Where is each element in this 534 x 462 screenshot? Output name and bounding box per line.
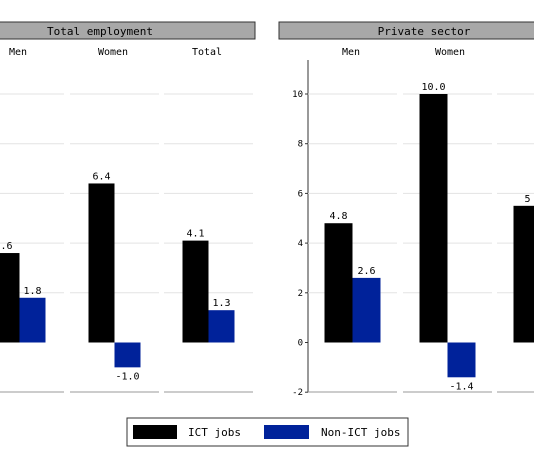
bar-ict xyxy=(513,205,534,343)
legend-label-ict: ICT jobs xyxy=(188,426,241,439)
y-tick-label: 0 xyxy=(298,339,303,349)
y-tick-label: 2 xyxy=(298,289,303,299)
y-tick-label: 6 xyxy=(298,189,303,199)
bar-value-label: 2.6 xyxy=(357,266,375,277)
bar-non-ict xyxy=(352,277,381,343)
bar-ict xyxy=(419,94,448,343)
bar-value-label: 1.8 xyxy=(23,286,41,297)
bar-value-label: .6 xyxy=(0,241,12,252)
bar-ict xyxy=(88,183,115,343)
bar-value-label: 4.1 xyxy=(186,229,204,240)
bar-value-label: 10.0 xyxy=(421,82,445,93)
legend-label-non-ict: Non-ICT jobs xyxy=(321,426,400,439)
legend-swatch-ict xyxy=(133,425,177,439)
facet-label: Men xyxy=(9,47,27,58)
panel-title: Total employment xyxy=(47,25,153,38)
facet-label: Total xyxy=(192,47,222,58)
bar-non-ict xyxy=(208,310,235,343)
bar-non-ict xyxy=(447,342,476,378)
panel-title-box xyxy=(0,21,256,40)
panel-total-employment: Total employment .6 1.8 6.4 -1.0 4.1 1.3 Men W… xyxy=(0,21,256,393)
bar-value-label: -1.0 xyxy=(115,371,139,382)
facet-label: Men xyxy=(342,47,360,58)
y-tick-label: 10 xyxy=(292,90,303,100)
y-tick-label: 8 xyxy=(298,140,303,150)
bar-non-ict xyxy=(19,297,46,343)
legend-swatch-non-ict xyxy=(264,425,309,439)
bar-value-label: 4.8 xyxy=(329,211,347,222)
y-tick-label: 4 xyxy=(298,239,303,249)
facet-label: Women xyxy=(435,47,465,58)
facet-label: Women xyxy=(98,47,128,58)
bar-value-label: 6.4 xyxy=(92,171,110,182)
bar-value-label: 1.3 xyxy=(212,298,230,309)
y-tick-label: -2 xyxy=(292,388,303,398)
bar-value-label: 5 xyxy=(524,194,530,205)
bar-ict xyxy=(0,253,20,343)
bar-value-label: -1.4 xyxy=(449,381,473,392)
bar-ict xyxy=(182,240,209,343)
bar-non-ict xyxy=(114,342,141,368)
bar-ict xyxy=(324,223,353,343)
panel-private-sector: Private sector -2 0 2 4 6 8 10 4.8 2.6 10.0 -1.4 5… xyxy=(278,21,534,398)
legend: ICT jobs Non-ICT jobs xyxy=(126,417,409,447)
panel-title-box xyxy=(278,21,534,40)
panel-title: Private sector xyxy=(378,25,471,38)
